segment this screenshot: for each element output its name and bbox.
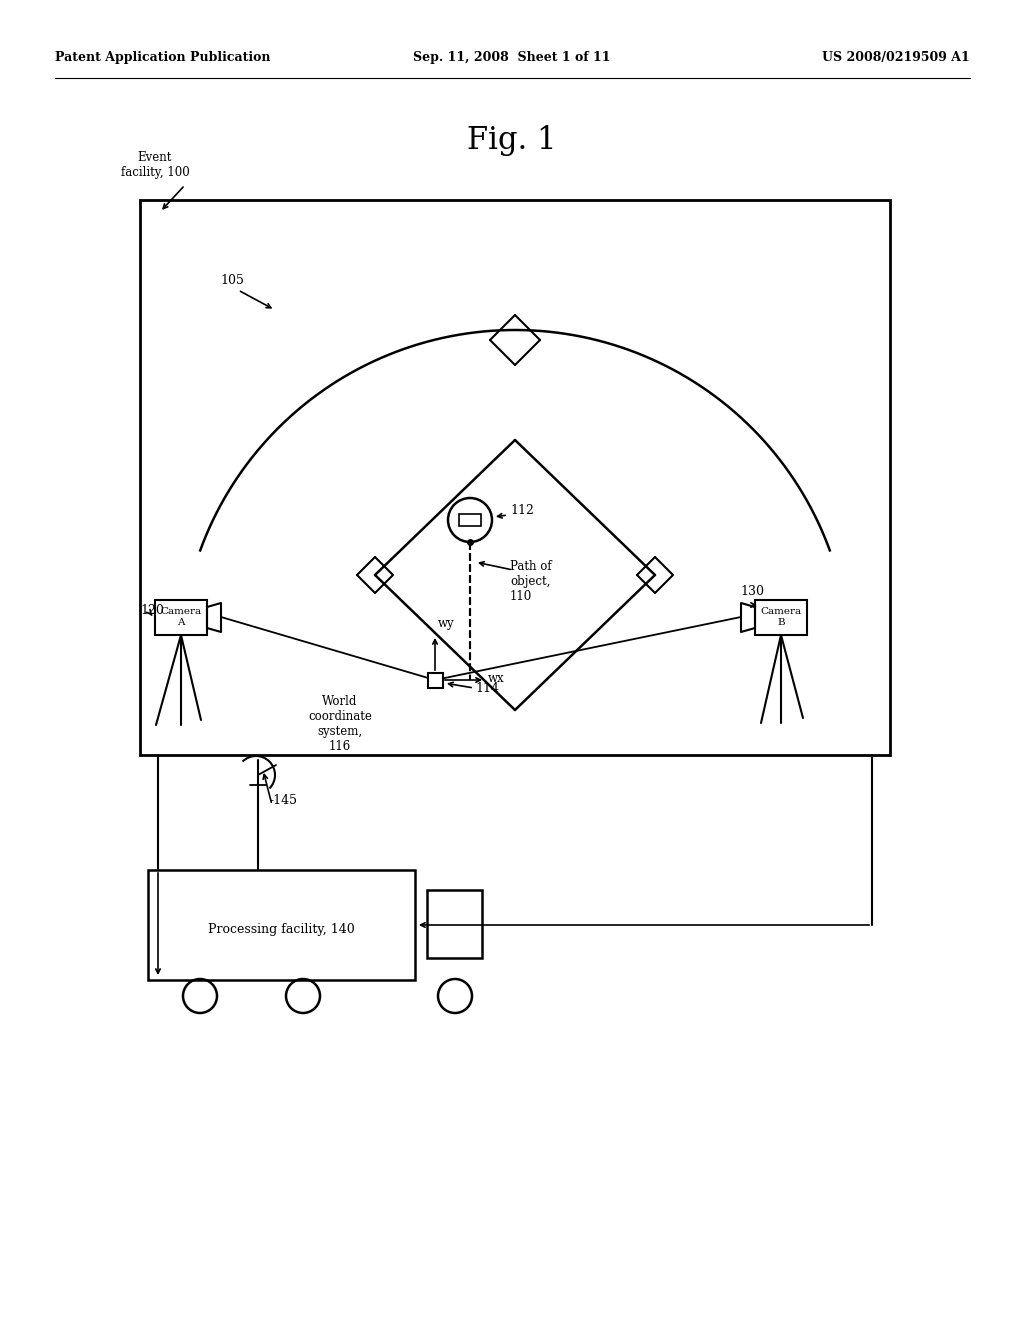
Bar	[459, 513, 481, 525]
Text: World
coordinate
system,
116: World coordinate system, 116	[308, 696, 372, 752]
Text: wx: wx	[488, 672, 505, 685]
Text: 114: 114	[475, 681, 499, 694]
Text: US 2008/0219509 A1: US 2008/0219509 A1	[822, 51, 970, 65]
Text: 112: 112	[510, 503, 534, 516]
Bar	[155, 601, 207, 635]
Bar	[140, 201, 890, 755]
Polygon shape	[741, 603, 755, 632]
Polygon shape	[207, 603, 221, 632]
Bar	[755, 601, 807, 635]
Bar	[428, 673, 443, 688]
Text: 120: 120	[140, 603, 164, 616]
Text: Patent Application Publication: Patent Application Publication	[55, 51, 270, 65]
Text: 130: 130	[740, 585, 764, 598]
Text: -145: -145	[270, 793, 298, 807]
Text: Fig. 1: Fig. 1	[467, 124, 557, 156]
Text: Sep. 11, 2008  Sheet 1 of 11: Sep. 11, 2008 Sheet 1 of 11	[414, 51, 610, 65]
Text: Event
facility, 100: Event facility, 100	[121, 150, 189, 180]
Bar	[148, 870, 415, 979]
Text: Camera
B: Camera B	[761, 607, 802, 627]
Text: wy: wy	[438, 616, 455, 630]
Text: 105: 105	[220, 273, 244, 286]
Text: Path of
object,
110: Path of object, 110	[510, 560, 552, 603]
Text: Processing facility, 140: Processing facility, 140	[208, 924, 354, 936]
Text: Camera
A: Camera A	[161, 607, 202, 627]
Bar	[427, 890, 482, 958]
